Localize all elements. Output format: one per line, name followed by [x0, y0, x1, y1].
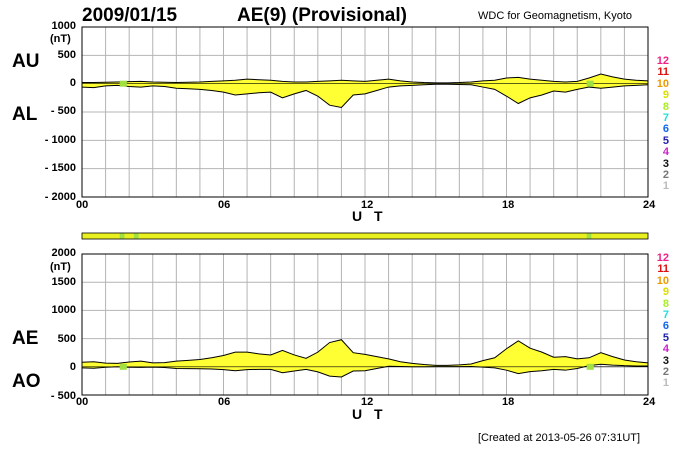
panel-ae-ao: [81, 253, 649, 396]
legend-count: 3: [662, 157, 669, 170]
envelope-fill: [82, 74, 648, 108]
legend-count: 9: [662, 286, 669, 299]
panel2-xlabel: U T: [352, 406, 387, 422]
panel1-ytick: 0: [69, 77, 76, 89]
panel1-ytick: 1000: [51, 20, 76, 32]
station-count-bar-marker: [586, 233, 592, 239]
au-label: AU: [12, 51, 40, 72]
legend-count: 3: [662, 354, 669, 367]
plot-frame: [81, 26, 649, 198]
legend-count: 2: [662, 169, 669, 182]
station-count-bar-marker: [133, 233, 139, 239]
legend-count: 6: [662, 123, 669, 136]
panel1-ytick: - 500: [50, 105, 76, 117]
panel1-xtick: 06: [218, 199, 231, 211]
legend-count: 7: [662, 112, 669, 125]
legend-count: 7: [662, 309, 669, 322]
panel2-ytick: 1000: [51, 304, 76, 316]
legend-count: 4: [662, 343, 669, 356]
ae-label: AE: [12, 328, 39, 349]
legend-count: 10: [656, 77, 669, 90]
station-count-legend: 12 11 10 9 8 7 6 5 4 3 2 1: [655, 252, 669, 390]
source-label: WDC for Geomagnetism, Kyoto: [478, 10, 633, 22]
panel1-unit: (nT): [50, 33, 71, 45]
series-line-au: [82, 73, 649, 84]
station-count-marker: [119, 80, 127, 87]
panel1-ytick: - 1500: [44, 162, 76, 174]
al-label: AL: [12, 104, 38, 125]
chart-date: 2009/01/15: [82, 5, 178, 26]
station-count-marker: [586, 363, 594, 370]
station-count-bar-fill: [81, 232, 649, 240]
panel2-ytick: 2000: [51, 247, 76, 259]
legend-count: 6: [662, 320, 669, 333]
panel-au-al: [81, 26, 649, 198]
station-count-bar: [81, 232, 649, 240]
panel1-ytick: - 1000: [44, 134, 76, 146]
panel2-xtick: 12: [361, 396, 374, 408]
plot-frame: [81, 253, 649, 396]
panel2-xtick: 06: [218, 396, 231, 408]
legend-count: 4: [662, 146, 669, 159]
legend-count: 12: [656, 55, 669, 67]
panel2-ytick: 500: [57, 333, 76, 345]
legend-count: 10: [656, 274, 669, 287]
legend-count: 11: [657, 66, 669, 79]
panel2-ytick: 0: [69, 361, 76, 373]
chart-title: AE(9) (Provisional): [237, 5, 407, 26]
panel2-unit: (nT): [50, 261, 71, 273]
created-timestamp: [Created at 2013-05-26 07:31UT]: [478, 432, 641, 444]
legend-count: 2: [662, 366, 669, 379]
legend-count: 5: [662, 134, 669, 147]
ao-label: AO: [12, 371, 41, 392]
panel1-xtick: 24: [643, 199, 656, 211]
panel1-ytick: - 2000: [44, 191, 76, 203]
panel2-xtick: 24: [643, 396, 656, 408]
station-count-marker: [119, 363, 127, 370]
panel2-xtick: 18: [502, 396, 515, 408]
station-count-bar-marker: [119, 233, 125, 239]
series-line-al: [81, 83, 649, 109]
legend-count: 9: [662, 89, 669, 102]
panel1-xtick: 18: [502, 199, 515, 211]
panel1-ytick: 500: [57, 49, 76, 61]
station-count-legend: 12 11 10 9 8 7 6 5 4 3 2 1: [655, 55, 669, 193]
series-line-ao: [81, 363, 648, 378]
panel2-ytick: - 500: [50, 390, 76, 402]
panel1-xtick: 00: [76, 199, 89, 211]
legend-count: 8: [662, 100, 669, 113]
panel1-xlabel: U T: [352, 208, 387, 224]
legend-count: 1: [662, 180, 669, 193]
panel2-ytick: 1500: [51, 276, 76, 288]
panel1-xtick: 12: [361, 199, 374, 211]
legend-count: 8: [662, 297, 669, 310]
legend-count: 12: [656, 252, 669, 264]
legend-count: 5: [662, 331, 669, 344]
legend-count: 1: [662, 377, 669, 390]
panel2-xtick: 00: [76, 396, 89, 408]
series-line-ae: [81, 339, 649, 366]
legend-count: 11: [657, 263, 669, 276]
station-count-marker: [586, 80, 594, 87]
